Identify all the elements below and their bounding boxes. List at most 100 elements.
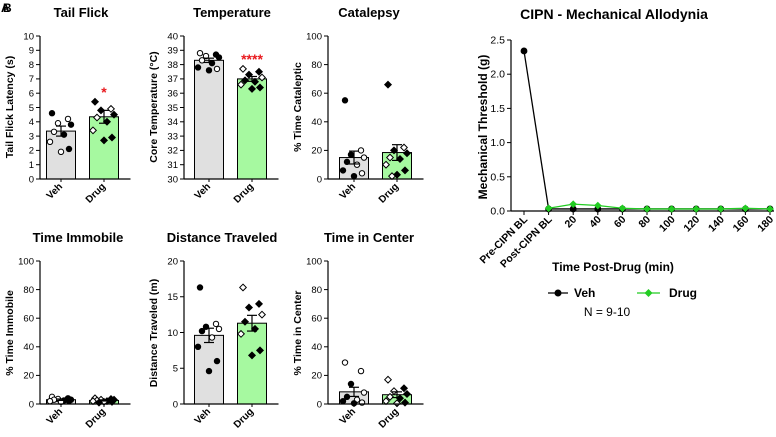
data-point bbox=[341, 97, 349, 104]
y-tick-label: 20 bbox=[167, 256, 178, 267]
data-point bbox=[257, 310, 267, 319]
series-point-drug bbox=[643, 205, 651, 213]
data-point bbox=[196, 49, 204, 57]
y-tick-label: 40 bbox=[311, 342, 322, 353]
series-line-veh bbox=[523, 50, 770, 210]
y-tick-label: 4 bbox=[29, 117, 34, 128]
category-label: Veh bbox=[193, 406, 213, 426]
data-point bbox=[347, 151, 355, 158]
data-point bbox=[194, 64, 202, 71]
data-point bbox=[106, 104, 116, 113]
series-point-drug bbox=[594, 201, 602, 210]
data-point bbox=[50, 128, 58, 136]
y-tick-label: 10 bbox=[167, 328, 178, 339]
y-tick-label: 9 bbox=[29, 46, 34, 57]
x-tick-label: 20 bbox=[563, 214, 580, 231]
data-point bbox=[343, 158, 351, 166]
category-label: Veh bbox=[193, 181, 213, 201]
y-tick-label: 34 bbox=[167, 117, 178, 128]
bar-drug bbox=[89, 116, 119, 180]
y-axis-label: Distance Traveled (m) bbox=[148, 279, 160, 388]
y-tick-label: 1 bbox=[29, 160, 34, 171]
x-tick-label: 180 bbox=[755, 214, 776, 235]
category-label: Drug bbox=[232, 181, 256, 205]
bar-drug bbox=[237, 322, 267, 405]
x-tick-label: 80 bbox=[636, 214, 653, 231]
y-tick-label: 20 bbox=[311, 371, 322, 382]
series-point-veh bbox=[520, 47, 528, 55]
series-point-drug bbox=[766, 205, 774, 213]
distance-traveled-panel: Distance Traveled Distance Traveled (m) … bbox=[148, 230, 279, 431]
x-tick-label: 60 bbox=[612, 214, 629, 231]
series-point-drug bbox=[618, 204, 627, 213]
y-tick-label: 6 bbox=[29, 89, 34, 100]
data-point bbox=[250, 324, 260, 333]
data-point bbox=[46, 138, 54, 146]
category-label: Veh bbox=[45, 181, 65, 201]
y-tick-label: 0.5 bbox=[490, 171, 505, 183]
y-tick-label: 38 bbox=[167, 60, 178, 71]
data-point bbox=[255, 83, 265, 92]
y-tick-label: 60 bbox=[23, 314, 34, 325]
data-point bbox=[236, 80, 246, 89]
data-point bbox=[255, 346, 265, 355]
y-tick-label: 37 bbox=[167, 74, 178, 85]
y-tick-label: 39 bbox=[167, 46, 178, 57]
y-tick-label: 100 bbox=[306, 256, 322, 267]
data-point bbox=[88, 126, 98, 135]
category-label: Drug bbox=[377, 181, 401, 205]
category-label: Drug bbox=[377, 406, 401, 430]
y-tick-label: 60 bbox=[311, 314, 322, 325]
y-tick-label: 60 bbox=[311, 89, 322, 100]
y-tick-label: 31 bbox=[167, 160, 178, 171]
temperature-panel: Temperature Core Temperature (°C) Veh ***… bbox=[148, 5, 279, 206]
data-point bbox=[48, 110, 56, 117]
series-point-drug bbox=[717, 205, 725, 213]
data-point bbox=[65, 397, 73, 405]
y-axis-label: % Time in Center bbox=[292, 291, 304, 376]
x-axis-label: Time Post-Drug (min) bbox=[552, 260, 674, 274]
data-point bbox=[360, 154, 368, 161]
data-point bbox=[99, 136, 109, 145]
y-tick-label: 5 bbox=[173, 364, 178, 375]
series-point-drug bbox=[667, 205, 676, 213]
legend: Veh Drug bbox=[548, 286, 697, 300]
data-point bbox=[357, 367, 365, 375]
bar-drug bbox=[237, 78, 267, 180]
category-label: Veh bbox=[338, 181, 358, 201]
y-tick-label: 2.5 bbox=[490, 35, 505, 47]
significance-marker: **** bbox=[241, 51, 263, 67]
data-point bbox=[57, 148, 65, 156]
data-point bbox=[205, 67, 213, 74]
y-axis-label: % Time Immobile bbox=[4, 290, 16, 376]
y-tick-label: 80 bbox=[23, 285, 34, 296]
data-point bbox=[389, 146, 399, 155]
data-point bbox=[194, 343, 202, 350]
data-point bbox=[109, 110, 119, 119]
bar-veh bbox=[194, 59, 224, 180]
data-point bbox=[65, 145, 73, 153]
y-tick-label: 0 bbox=[29, 399, 34, 410]
data-point bbox=[399, 384, 409, 393]
panel-title: Tail Flick bbox=[54, 5, 109, 20]
y-tick-label: 40 bbox=[311, 117, 322, 128]
series-point-drug bbox=[692, 205, 700, 213]
panel-label-a: A bbox=[1, 1, 10, 15]
y-tick-label: 30 bbox=[167, 174, 178, 185]
significance-marker: * bbox=[101, 84, 107, 100]
data-point bbox=[402, 149, 412, 158]
y-tick-label: 80 bbox=[311, 60, 322, 71]
x-tick-label: 100 bbox=[657, 214, 678, 235]
data-point bbox=[212, 320, 220, 328]
data-point bbox=[347, 380, 355, 388]
data-point bbox=[92, 113, 102, 122]
data-point bbox=[67, 121, 75, 128]
data-point bbox=[357, 147, 365, 154]
data-point bbox=[389, 387, 399, 396]
data-point bbox=[385, 153, 395, 162]
data-point bbox=[381, 160, 391, 169]
y-axis-label: Tail Flick Latency (s) bbox=[4, 56, 16, 159]
y-axis-label: Mechanical Threshold (g) bbox=[476, 55, 490, 200]
panel-title: Catalepsy bbox=[338, 5, 400, 20]
